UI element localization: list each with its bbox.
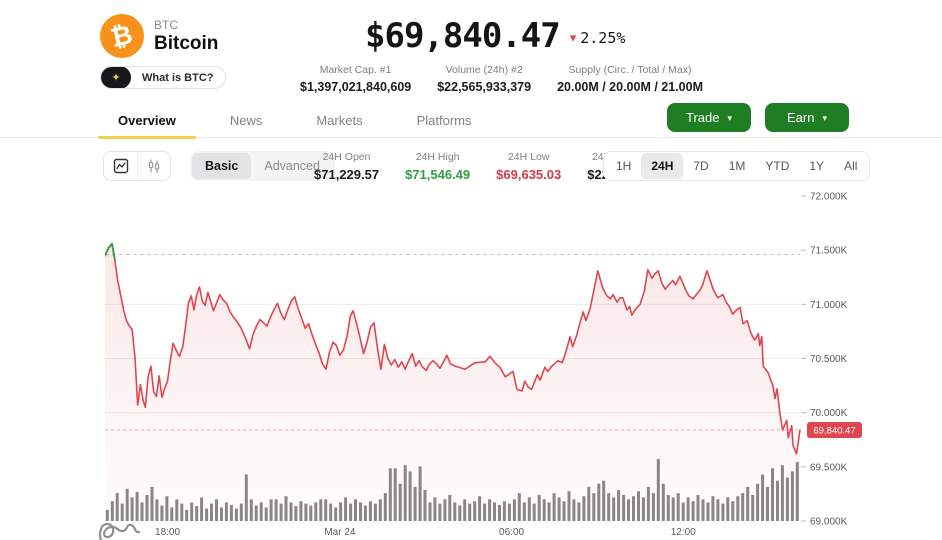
caret-down-icon: ▾ [727,112,732,123]
market-stats: Market Cap. #1 $1,397,021,840,609 Volume… [300,64,703,94]
coin-name: Bitcoin [154,32,219,54]
low-label: 24H Low [507,151,550,163]
range-1m[interactable]: 1M [728,159,746,173]
tab-overview[interactable]: Overview [98,104,196,139]
candlestick-chart-icon[interactable] [137,152,170,180]
range-24h[interactable]: 24H [641,153,684,179]
chart-type-control [103,151,171,181]
price-change-percent: 2.25% [580,28,626,47]
svg-text:70.000K: 70.000K [810,408,848,419]
basic-advanced-toggle: Basic Advanced [190,151,335,181]
volume-value: $22,565,933,379 [437,80,532,94]
market-cap-stat: Market Cap. #1 $1,397,021,840,609 [300,64,411,94]
supply-label: Supply (Circ. / Total / Max) [568,64,692,76]
range-ytd[interactable]: YTD [765,159,790,173]
low-value: $69,635.03 [496,167,562,182]
day-stats: 24H Open $71,229.57 24H High $71,546.49 … [314,151,636,182]
section-tabs: Overview News Markets Platforms [0,104,942,139]
open-stat: 24H Open $71,229.57 [314,151,379,182]
tab-news[interactable]: News [229,113,263,128]
advanced-option[interactable]: Advanced [264,159,320,173]
volume-stat: Volume (24h) #2 $22,565,933,379 [437,64,531,94]
cta-buttons: Trade ▾ Earn ▾ [667,103,849,132]
svg-text:70.500K: 70.500K [810,354,848,365]
range-all[interactable]: All [844,159,858,173]
range-1h[interactable]: 1H [616,159,632,173]
coin-names: BTC Bitcoin [154,18,218,55]
svg-text:Mar 24: Mar 24 [324,527,356,538]
market-cap-label: Market Cap. #1 [319,64,392,76]
bitcoin-glyph: ₿ [108,19,137,54]
svg-text:69,840.47: 69,840.47 [813,425,855,436]
svg-text:18:00: 18:00 [155,527,180,538]
trade-label: Trade [685,110,720,125]
what-is-btc-label: What is BTC? [142,71,214,84]
high-value: $71,546.49 [405,167,471,182]
what-is-btc-button[interactable]: ✦ What is BTC? [100,66,226,89]
current-price: $69,840.47 [365,16,561,56]
tab-markets[interactable]: Markets [316,113,363,128]
supply-value: 20.00M / 20.00M / 21.00M [557,80,703,94]
open-label: 24H Open [322,151,371,163]
time-range-selector: 1H 24H 7D 1M YTD 1Y All [603,151,871,181]
caret-down-icon: ▾ [822,112,827,123]
price-down-triangle-icon: ▾ [569,30,577,45]
price-block: $69,840.47 ▾ 2.25% [365,16,625,56]
price-chart[interactable]: 72.000K 71.500K 71.000K 70.500K 70.000K 69.50… [104,188,862,540]
earn-button[interactable]: Earn ▾ [765,103,849,132]
high-label: 24H High [415,151,460,163]
coin-identity: ₿ BTC Bitcoin [100,14,218,58]
open-value: $71,229.57 [314,167,380,182]
volume-label: Volume (24h) #2 [445,64,523,76]
low-stat: 24H Low $69,635.03 [496,151,561,182]
bitcoin-logo-icon: ₿ [100,14,144,58]
svg-text:71.000K: 71.000K [810,300,848,311]
range-1y[interactable]: 1Y [809,159,825,173]
svg-text:71.500K: 71.500K [810,246,848,257]
trade-button[interactable]: Trade ▾ [667,103,751,132]
doodle-squiggle-icon [99,522,141,540]
svg-text:06:00: 06:00 [499,527,524,538]
basic-option[interactable]: Basic [192,153,252,179]
earn-label: Earn [787,110,815,125]
high-stat: 24H High $71,546.49 [405,151,470,182]
svg-text:12:00: 12:00 [671,527,696,538]
market-cap-value: $1,397,021,840,609 [300,80,412,94]
sparkle-icon: ✦ [101,67,131,88]
coin-symbol: BTC [154,17,178,32]
svg-text:69.500K: 69.500K [810,462,848,473]
svg-text:69.000K: 69.000K [810,517,848,528]
svg-text:72.000K: 72.000K [810,192,848,203]
supply-stat: Supply (Circ. / Total / Max) 20.00M / 20… [557,64,703,94]
range-7d[interactable]: 7D [693,159,709,173]
line-chart-icon[interactable] [104,152,137,180]
tab-platforms[interactable]: Platforms [416,113,472,128]
